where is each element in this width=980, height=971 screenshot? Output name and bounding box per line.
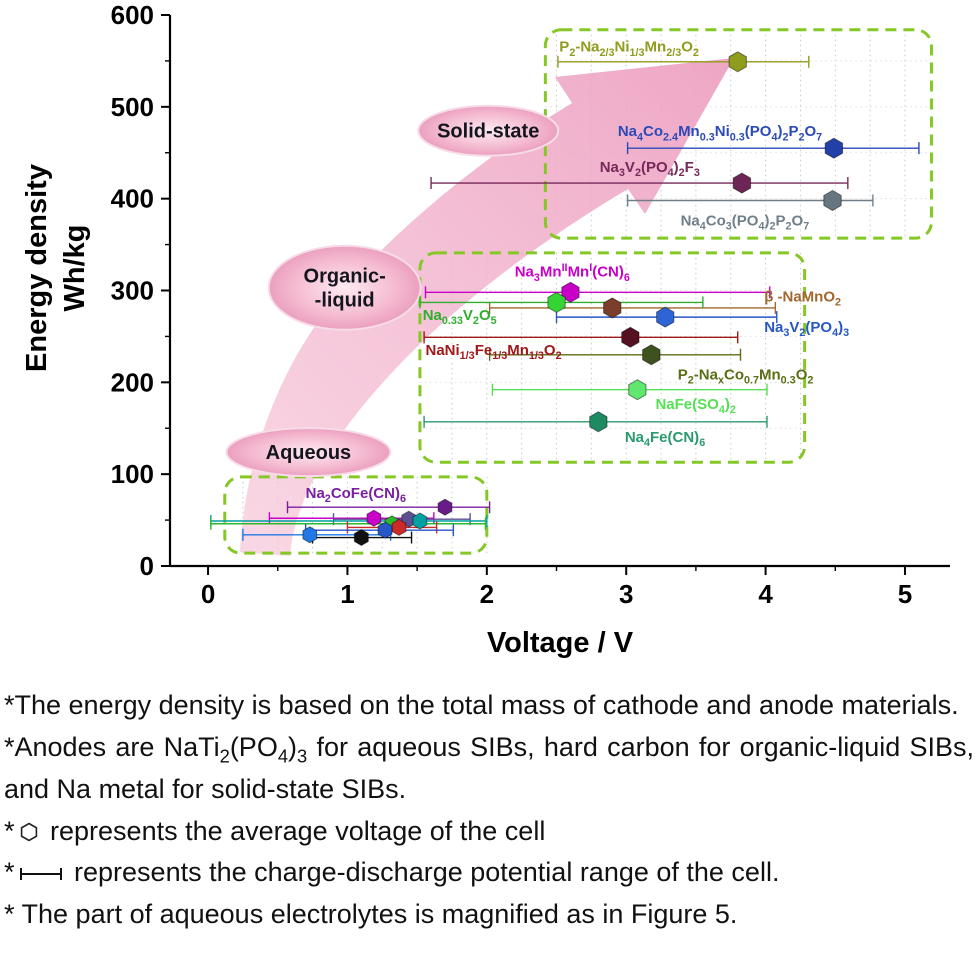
point-label: NaFe(SO4)2 [655, 396, 735, 416]
hexagon-marker-icon [20, 822, 37, 842]
x-axis-title: Voltage / V [487, 627, 634, 659]
hexagon-marker [628, 379, 647, 401]
bubble-organic-liquid [267, 244, 422, 331]
point-label: Na3V2(PO4)2F3 [600, 159, 700, 179]
hexagon-marker [728, 51, 747, 73]
group-box-organic-liquid [418, 251, 807, 464]
y-tick-label: 300 [111, 276, 154, 306]
footnote-line-5: * The part of aqueous electrolytes is ma… [4, 899, 738, 930]
point-label: P2-Na2/3Ni1/3Mn2/3O2 [559, 39, 699, 59]
point-label: β -NaMnO2 [764, 289, 841, 309]
footnote-line-3: * represents the average voltage of the … [4, 815, 546, 846]
y-tick-label: 400 [111, 184, 154, 214]
hexagon-marker [437, 498, 453, 516]
x-tick-label: 1 [340, 579, 354, 609]
energy-density-vs-voltage-chart: Aqueous Organic--liquid Solid-state Na2CoFe… [21, 0, 950, 659]
hexagon-marker [366, 509, 382, 527]
bubble-label: -liquid [315, 290, 375, 312]
bubble-label: Aqueous [266, 442, 352, 464]
hexagon-marker [823, 189, 842, 212]
point-label: NaNi1/3Fe1/3Mn1/3O2 [425, 342, 561, 362]
bubble-solid-state [417, 104, 560, 157]
hexagon-marker [561, 281, 580, 303]
bubble-label: Solid-state [437, 121, 539, 143]
point-label: Na4Co3(PO4)2P2O7 [681, 212, 810, 232]
range-marker-icon [19, 868, 62, 881]
hexagon-marker [656, 306, 675, 328]
x-tick-label: 4 [758, 579, 773, 609]
hexagon-marker [621, 326, 640, 348]
bubble-label: Organic- [304, 266, 386, 288]
hexagon-marker [603, 297, 622, 319]
hexagon-marker [732, 172, 752, 194]
hexagon-marker [353, 528, 369, 547]
hexagon-marker [391, 518, 407, 536]
hexagon-marker [547, 291, 566, 313]
hexagon-marker [377, 521, 393, 539]
x-tick-label: 3 [619, 579, 633, 609]
point-label: Na3V2(PO4)3 [764, 319, 849, 339]
x-tick-label: 0 [201, 579, 215, 609]
point-label: P2-NaxCo0.7Mn0.3O2 [678, 367, 814, 387]
hexagon-marker [824, 137, 844, 159]
footnote-line-2: *Anodes are NaTi2(PO4)3 for aqueous SIBs… [4, 731, 974, 804]
y-tick-label: 0 [140, 551, 154, 581]
hexagon-marker [412, 512, 428, 530]
x-tick-label: 5 [898, 579, 912, 609]
bubble-aqueous [225, 427, 392, 478]
point-label: Na4Fe(CN)6 [625, 429, 705, 449]
y-axis-title-line2: Wh/kg [59, 225, 91, 312]
y-tick-label: 200 [111, 367, 154, 397]
point-label: Na2CoFe(CN)6 [306, 485, 406, 505]
y-tick-label: 500 [111, 92, 154, 122]
point-label: Na4Co2.4Mn0.3Ni0.3(PO4)2P2O7 [618, 123, 822, 143]
y-tick-label: 600 [111, 0, 154, 30]
hexagon-marker [589, 411, 608, 433]
x-tick-label: 2 [480, 579, 494, 609]
hexagon-marker [302, 526, 318, 544]
footnotes: *The energy density is based on the tota… [0, 662, 980, 945]
footnote-line-4: * represents the charge-discharge potent… [4, 857, 780, 888]
y-tick-label: 100 [111, 459, 154, 489]
point-label: Na3MnIIMnI(CN)6 [515, 262, 630, 284]
figure-sib-energy-density: Aqueous Organic- -liquid Solid-state Na2CoFe… [0, 0, 980, 945]
point-label: Na0.33V2O5 [423, 307, 497, 327]
hexagon-marker [642, 344, 661, 366]
y-axis-title-line1: Energy density [21, 164, 53, 372]
footnote-line-1: *The energy density is based on the tota… [4, 690, 959, 720]
